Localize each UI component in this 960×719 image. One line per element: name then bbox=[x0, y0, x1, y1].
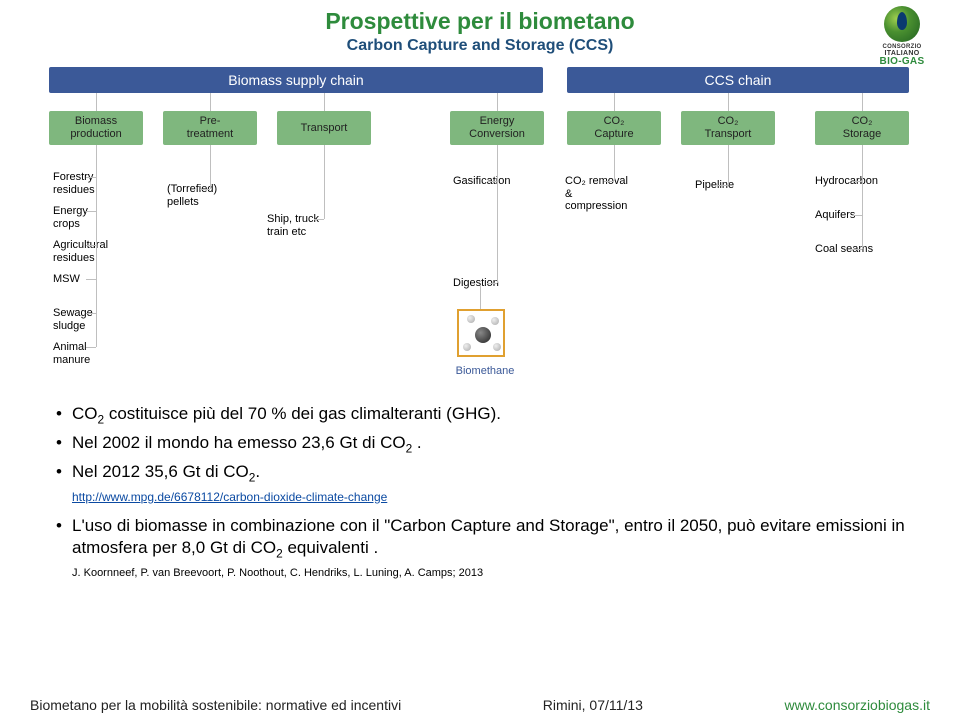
chain-bar: CCS chain bbox=[567, 67, 909, 93]
leaf-label: Pipeline bbox=[695, 179, 795, 192]
reference: J. Koornneef, P. van Breevoort, P. Nooth… bbox=[72, 566, 906, 580]
leaf-label: Gasification bbox=[453, 175, 553, 188]
leaf-label: CO₂ removal&compression bbox=[565, 175, 665, 213]
bullet-3: Nel 2012 35,6 Gt di CO2. bbox=[54, 461, 906, 486]
leaf-label: Agriculturalresidues bbox=[53, 239, 153, 264]
biogas-globe-icon bbox=[884, 6, 920, 42]
footer-mid: Rimini, 07/11/13 bbox=[543, 697, 643, 713]
leaf-label: Ship, trucktrain etc bbox=[267, 213, 367, 238]
category-box: CO₂Storage bbox=[815, 111, 909, 145]
bullet-2: Nel 2002 il mondo ha emesso 23,6 Gt di C… bbox=[54, 432, 906, 457]
category-box: EnergyConversion bbox=[450, 111, 544, 145]
footer-left: Biometano per la mobilità sostenibile: n… bbox=[30, 697, 401, 713]
category-box: CO₂Capture bbox=[567, 111, 661, 145]
bullet-4: L'uso di biomasse in combinazione con il… bbox=[54, 515, 906, 562]
flame-icon bbox=[897, 12, 907, 30]
slide-title: Prospettive per il biometano bbox=[0, 8, 960, 35]
leaf-label: Coal seams bbox=[815, 243, 915, 256]
logo-text: CONSORZIO ITALIANO BIO-GAS bbox=[862, 44, 942, 67]
body-text: CO2 costituisce più del 70 % dei gas cli… bbox=[54, 403, 906, 580]
footer-right: www.consorziobiogas.it bbox=[784, 697, 930, 713]
bullet-1: CO2 costituisce più del 70 % dei gas cli… bbox=[54, 403, 906, 428]
source-link[interactable]: http://www.mpg.de/6678112/carbon-dioxide… bbox=[72, 490, 906, 506]
chain-row: Biomass supply chain CCS chain bbox=[45, 67, 915, 95]
leaf-label: MSW bbox=[53, 273, 153, 286]
leaf-label: Animalmanure bbox=[53, 341, 153, 366]
category-box: Transport bbox=[277, 111, 371, 145]
category-row: Biomassproduction Pre-treatment Transport E… bbox=[45, 111, 915, 149]
category-box: CO₂Transport bbox=[681, 111, 775, 145]
chain-bar: Biomass supply chain bbox=[49, 67, 543, 93]
biomethane-molecule-icon bbox=[457, 309, 505, 357]
leaf-label: (Torrefied)pellets bbox=[167, 183, 267, 208]
slide-subtitle: Carbon Capture and Storage (CCS) bbox=[0, 37, 960, 55]
leaf-label: Aquifers bbox=[815, 209, 915, 222]
leaf-label: Sewagesludge bbox=[53, 307, 153, 332]
leaf-label: Energycrops bbox=[53, 205, 153, 230]
biomethane-label: Biomethane bbox=[445, 365, 525, 377]
category-box: Pre-treatment bbox=[163, 111, 257, 145]
leaf-label: Hydrocarbon bbox=[815, 175, 915, 188]
leaf-label: Forestryresidues bbox=[53, 171, 153, 196]
leaf-label: Digestion bbox=[453, 277, 553, 290]
slide-footer: Biometano per la mobilità sostenibile: n… bbox=[0, 697, 960, 713]
ccs-flowchart: Biomass supply chain CCS chain Biomasspro… bbox=[45, 67, 915, 387]
category-box: Biomassproduction bbox=[49, 111, 143, 145]
slide-header: Prospettive per il biometano Carbon Capt… bbox=[0, 0, 960, 55]
consortium-logo: CONSORZIO ITALIANO BIO-GAS bbox=[862, 6, 942, 67]
